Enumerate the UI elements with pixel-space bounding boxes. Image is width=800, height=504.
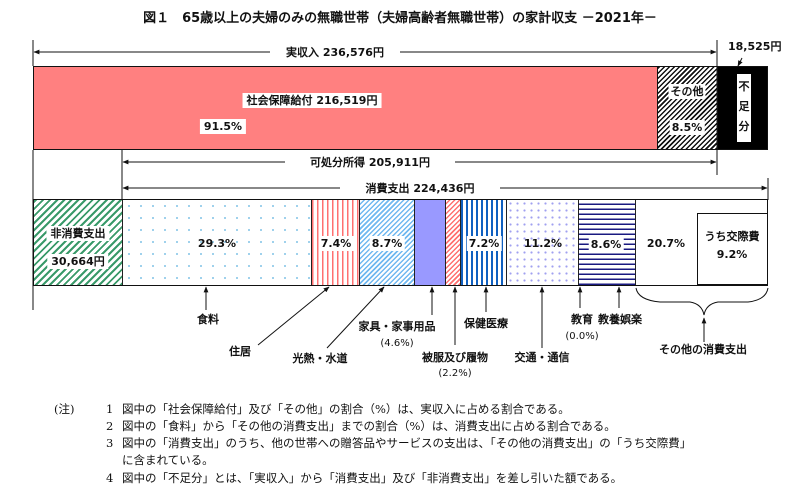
- clothing-segment: [446, 200, 461, 285]
- social-expense-pct: 9.2%: [716, 248, 748, 261]
- note-number: 1: [106, 402, 114, 416]
- income-total-label: 実収入 236,576円: [282, 45, 388, 60]
- transport-pct: 11.2%: [523, 237, 563, 250]
- transport-label: 交通・通信: [514, 351, 570, 364]
- furniture-pct: (4.6%): [380, 338, 414, 349]
- non-consumption-amount: 30,664円: [47, 254, 109, 269]
- furniture-segment: [415, 200, 446, 285]
- education-label: 教育: [571, 313, 593, 326]
- note-number: 4: [106, 471, 114, 485]
- clothing-pct: (2.2%): [438, 368, 472, 379]
- social-expense-box: [697, 213, 768, 285]
- social-expense-label: うち交際費: [704, 230, 760, 243]
- note-text-continued: に含まれている。: [122, 453, 214, 467]
- social-security-pct: 91.5%: [199, 119, 247, 134]
- disposable-income-label: 可処分所得 205,911円: [306, 155, 434, 170]
- clothing-label: 被服及び履物: [422, 351, 488, 364]
- non-consumption-segment: [34, 200, 123, 285]
- housing-label: 住居: [229, 345, 251, 358]
- figure-title: 図１ 65歳以上の夫婦のみの無職世帯（夫婦高齢者無職世帯）の家計収支 －2021…: [143, 11, 657, 26]
- note-text: 図中の「消費支出」のうち、他の世帯への贈答品やサービスの支出は、「その他の消費支…: [122, 436, 692, 450]
- other-income-label: その他: [668, 84, 706, 99]
- food-label: 食料: [197, 313, 219, 326]
- note-number: 2: [106, 419, 114, 433]
- notes-heading: (注): [54, 402, 75, 416]
- other-consumption-pct: 20.7%: [646, 237, 686, 250]
- non-consumption-label: 非消費支出: [46, 226, 110, 241]
- note-text: 図中の「食料」から「その他の消費支出」までの割合（%）は、消費支出に占める割合で…: [122, 419, 616, 433]
- housing-pct: 7.4%: [318, 236, 354, 251]
- other-income-segment: [658, 67, 718, 149]
- social-security-segment: [34, 67, 658, 149]
- note-text: 図中の「不足分」とは、「実収入」から「消費支出」及び「非消費支出」を差し引いた額…: [122, 471, 623, 485]
- consumption-total-label: 消費支出 224,436円: [361, 181, 479, 196]
- note-text: 図中の「社会保障給付」及び「その他」の割合（%）は、実収入に占める割合である。: [122, 402, 570, 416]
- food-segment: [123, 200, 312, 285]
- culture-pct: 8.6%: [588, 237, 624, 252]
- utilities-label: 光熱・水道: [292, 352, 348, 365]
- utilities-pct: 8.7%: [369, 236, 405, 251]
- transport-segment: [507, 200, 579, 285]
- furniture-label: 家具・家事用品: [358, 320, 436, 333]
- other-consumption-label: その他の消費支出: [659, 343, 747, 356]
- education-pct: (0.0%): [565, 331, 599, 342]
- shortfall-label: 不足分: [737, 74, 751, 142]
- culture-label: 教養娯楽: [598, 313, 642, 326]
- note-number: 3: [106, 436, 114, 450]
- food-pct: 29.3%: [197, 237, 237, 250]
- other-income-pct: 8.5%: [669, 120, 705, 135]
- health-label: 保健医療: [464, 317, 508, 330]
- health-pct: 7.2%: [466, 236, 502, 251]
- shortfall-amount: 18,525円: [728, 40, 782, 53]
- social-security-label: 社会保障給付 216,519円: [242, 93, 382, 108]
